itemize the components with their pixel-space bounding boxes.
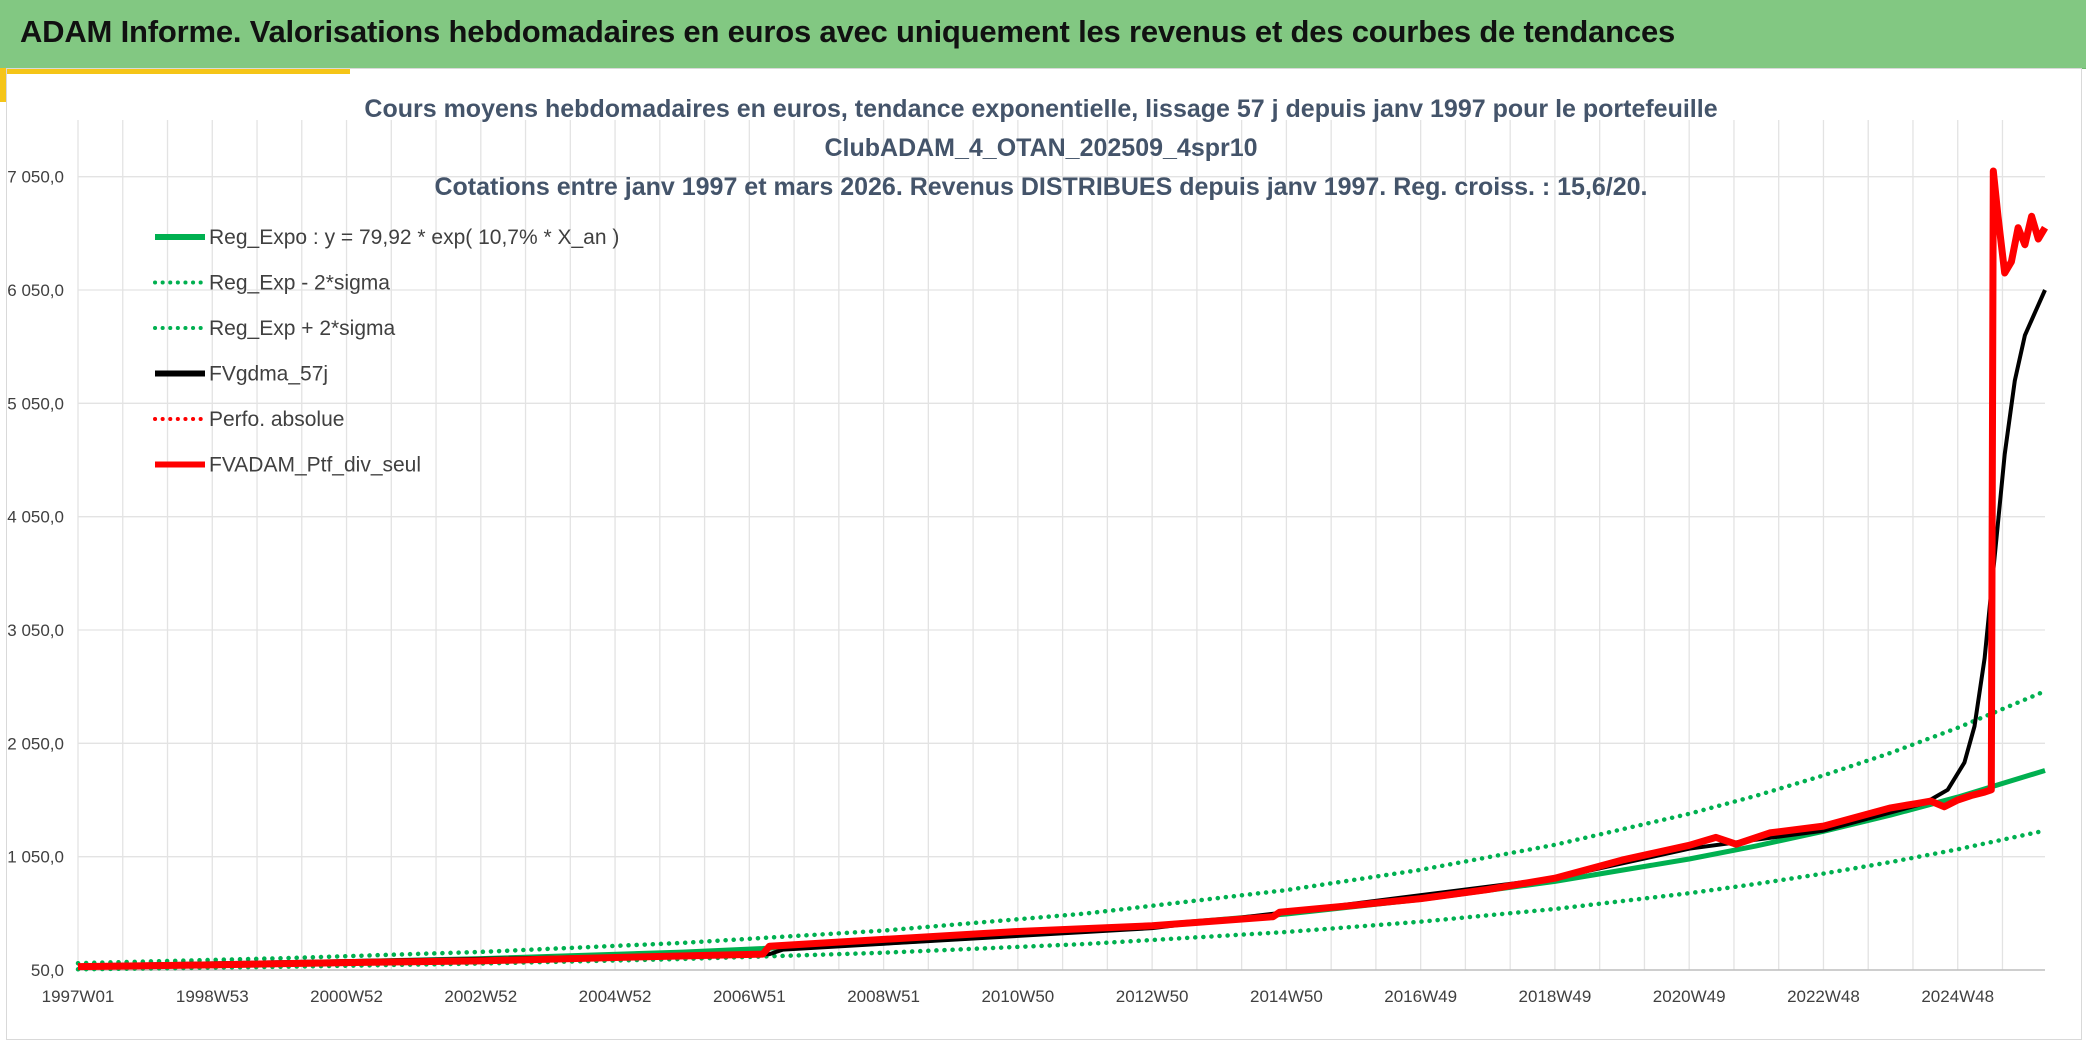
x-axis-ticks: 1997W01 1998W53 2000W52 2002W52 2004W52 2006W… xyxy=(42,987,1995,1006)
y-tick-label: 1 050,0 xyxy=(7,848,64,867)
x-tick-label: 2012W50 xyxy=(1116,987,1189,1006)
x-tick-label: 2000W52 xyxy=(310,987,383,1006)
chart-frame xyxy=(6,68,2082,1040)
y-axis-ticks: 50,0 1 050,0 2 050,0 3 050,0 4 050,0 5 050,0 6… xyxy=(7,168,64,980)
legend: Reg_Expo : y = 79,92 * exp( 10,7% * X_an… xyxy=(153,226,619,477)
accent-bar-top xyxy=(0,68,350,74)
y-tick-label: 3 050,0 xyxy=(7,621,64,640)
x-tick-label: 2016W49 xyxy=(1384,987,1457,1006)
series-line xyxy=(77,289,2047,968)
series-line xyxy=(77,768,2046,970)
header-title: ADAM Informe. Valorisations hebdomadaire… xyxy=(20,14,1676,49)
x-tick-label: 2018W49 xyxy=(1519,987,1592,1006)
x-tick-label: 1997W01 xyxy=(42,987,115,1006)
legend-label: FVADAM_Ptf_div_seul xyxy=(209,454,421,477)
y-tick-label: 6 050,0 xyxy=(7,281,64,300)
chart-subtitle: ClubADAM_4_OTAN_202509_4spr10 xyxy=(824,134,1257,162)
series-line xyxy=(77,167,2049,971)
x-tick-label: 2022W48 xyxy=(1787,987,1860,1006)
series-line xyxy=(75,688,2048,966)
chart-subtitle-2: Cotations entre janv 1997 et mars 2026. … xyxy=(434,173,1647,201)
y-tick-label: 50,0 xyxy=(31,961,64,980)
legend-label: Reg_Exp - 2*sigma xyxy=(209,272,390,295)
series xyxy=(75,167,2049,972)
x-tick-label: 2024W48 xyxy=(1921,987,1994,1006)
legend-label: Reg_Exp + 2*sigma xyxy=(209,317,396,340)
x-tick-label: 2020W49 xyxy=(1653,987,1726,1006)
x-tick-label: 2004W52 xyxy=(579,987,652,1006)
legend-label: Perfo. absolue xyxy=(209,408,344,431)
header-bar: ADAM Informe. Valorisations hebdomadaire… xyxy=(0,0,2086,69)
x-tick-label: 2014W50 xyxy=(1250,987,1323,1006)
x-tick-label: 2010W50 xyxy=(981,987,1054,1006)
accent-bar-left xyxy=(0,68,6,102)
x-tick-label: 2002W52 xyxy=(444,987,517,1006)
x-tick-label: 2008W51 xyxy=(847,987,920,1006)
grid xyxy=(77,120,2045,971)
legend-label: FVgdma_57j xyxy=(209,363,328,386)
legend-label: Reg_Expo : y = 79,92 * exp( 10,7% * X_an… xyxy=(209,226,619,249)
series-line xyxy=(75,828,2048,972)
y-tick-label: 7 050,0 xyxy=(7,168,64,187)
y-tick-label: 5 050,0 xyxy=(7,394,64,413)
y-tick-label: 2 050,0 xyxy=(7,734,64,753)
y-tick-label: 4 050,0 xyxy=(7,508,64,527)
x-tick-label: 2006W51 xyxy=(713,987,786,1006)
x-tick-label: 1998W53 xyxy=(176,987,249,1006)
chart-title: Cours moyens hebdomadaires en euros, ten… xyxy=(364,95,1717,123)
